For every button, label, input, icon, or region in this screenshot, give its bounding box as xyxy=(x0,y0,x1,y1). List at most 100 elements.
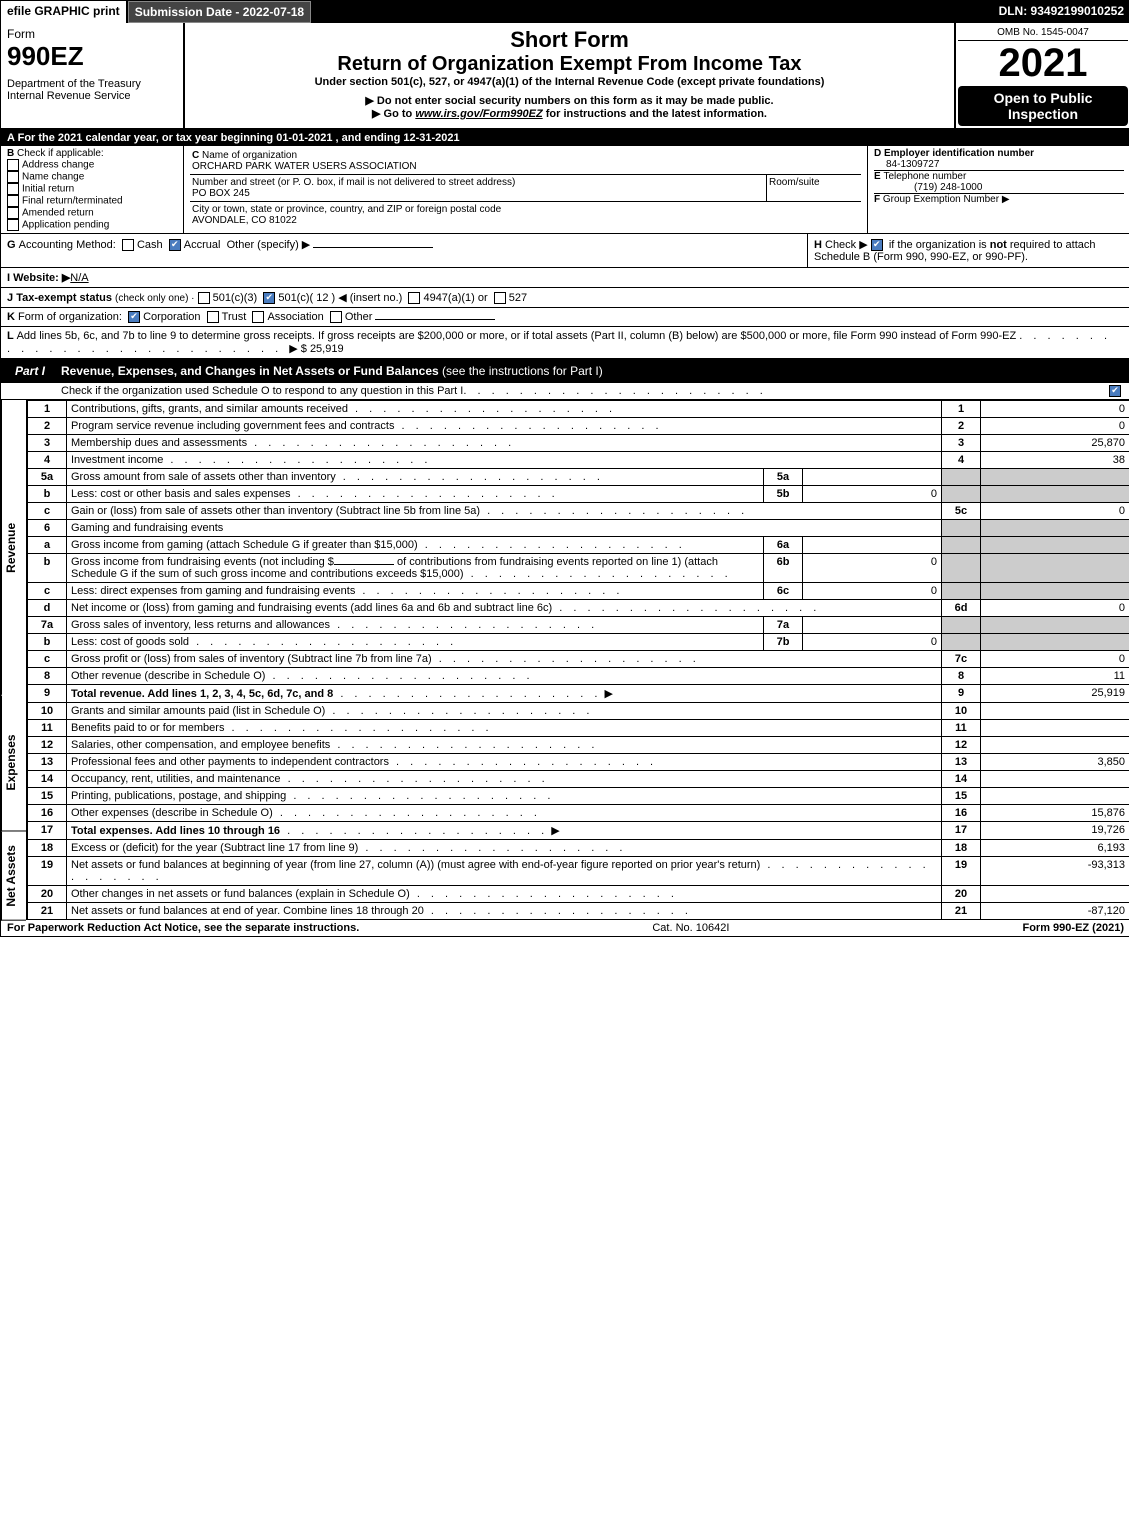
chk-h[interactable] xyxy=(871,239,883,251)
submission-date: Submission Date - 2022-07-18 xyxy=(128,1,311,23)
chk-app-pending[interactable] xyxy=(7,219,19,231)
g-other-line[interactable] xyxy=(313,247,433,248)
b-item-1: Name change xyxy=(22,172,84,183)
lines-table-wrap: 1 Contributions, gifts, grants, and simi… xyxy=(27,400,1129,920)
b-item-2: Initial return xyxy=(22,184,74,195)
short-form-title: Short Form xyxy=(191,27,948,53)
chk-part-i-o[interactable] xyxy=(1109,385,1121,397)
chk-corp[interactable] xyxy=(128,311,140,323)
line-6a: a Gross income from gaming (attach Sched… xyxy=(28,537,1129,554)
form-word: Form xyxy=(7,27,35,41)
chk-501c3[interactable] xyxy=(198,292,210,304)
f-label: Group Exemption Number xyxy=(883,194,999,205)
return-title: Return of Organization Exempt From Incom… xyxy=(191,53,948,76)
c-street-label: Number and street (or P. O. box, if mail… xyxy=(192,177,515,188)
bcd-block: B Check if applicable: Address change Na… xyxy=(1,146,1129,234)
chk-other[interactable] xyxy=(330,311,342,323)
vlabel-expenses: Expenses xyxy=(1,695,26,831)
e-label: Telephone number xyxy=(883,171,966,182)
line-20: 20 Other changes in net assets or fund b… xyxy=(28,886,1129,903)
g-accrual: Accrual xyxy=(184,239,221,251)
gh-row: G Accounting Method: Cash Accrual Other … xyxy=(1,234,1129,268)
org-name: ORCHARD PARK WATER USERS ASSOCIATION xyxy=(192,161,417,172)
line-14: 14 Occupancy, rent, utilities, and maint… xyxy=(28,771,1129,788)
phone-value: (719) 248-1000 xyxy=(874,182,982,193)
line-18: 18 Excess or (deficit) for the year (Sub… xyxy=(28,840,1129,857)
col-c: C Name of organization ORCHARD PARK WATE… xyxy=(184,146,868,233)
j-opt1: 501(c)(3) xyxy=(213,292,258,304)
line-8: 8 Other revenue (describe in Schedule O)… xyxy=(28,668,1129,685)
part-i-dots: . . . . . . . . . . . . . . . . . . . . … xyxy=(463,385,1109,397)
chk-assoc[interactable] xyxy=(252,311,264,323)
k-opt3: Other xyxy=(345,311,373,323)
col-b: B Check if applicable: Address change Na… xyxy=(1,146,184,233)
footer-right-pre: Form xyxy=(1022,922,1053,934)
chk-final-return[interactable] xyxy=(7,195,19,207)
b-item-5: Application pending xyxy=(22,220,109,231)
form-container: efile GRAPHIC print Submission Date - 20… xyxy=(0,0,1129,937)
j-label: Tax-exempt status xyxy=(16,292,112,304)
footer-right: Form 990-EZ (2021) xyxy=(1022,922,1124,934)
chk-name-change[interactable] xyxy=(7,171,19,183)
tax-year: 2021 xyxy=(958,41,1128,86)
part-i-title: Revenue, Expenses, and Changes in Net As… xyxy=(61,364,439,378)
k-opt1: Trust xyxy=(222,311,247,323)
b-label: Check if applicable: xyxy=(17,148,104,159)
part-i-header: Part I Revenue, Expenses, and Changes in… xyxy=(1,359,1129,383)
k-label: Form of organization: xyxy=(18,311,122,323)
dln-label: DLN: 93492199010252 xyxy=(993,1,1129,23)
g-label: Accounting Method: xyxy=(19,239,116,251)
k-opt0: Corporation xyxy=(143,311,200,323)
website-value: N/A xyxy=(70,272,88,284)
chk-address-change[interactable] xyxy=(7,159,19,171)
line-5c: c Gain or (loss) from sale of assets oth… xyxy=(28,503,1129,520)
warn-ssn: ▶ Do not enter social security numbers o… xyxy=(191,94,948,107)
line-13: 13 Professional fees and other payments … xyxy=(28,754,1129,771)
section-a-text: For the 2021 calendar year, or tax year … xyxy=(18,132,460,144)
line-9: 9 Total revenue. Add lines 1, 2, 3, 4, 5… xyxy=(28,685,1129,703)
part-i-check: Check if the organization used Schedule … xyxy=(1,383,1129,400)
i-label: Website: ▶ xyxy=(13,272,70,284)
j-opt3: 4947(a)(1) or xyxy=(423,292,487,304)
under-section: Under section 501(c), 527, or 4947(a)(1)… xyxy=(191,76,948,88)
efile-label[interactable]: efile GRAPHIC print xyxy=(1,1,128,23)
chk-initial-return[interactable] xyxy=(7,183,19,195)
page-footer: For Paperwork Reduction Act Notice, see … xyxy=(1,920,1129,936)
chk-501c[interactable] xyxy=(263,292,275,304)
chk-527[interactable] xyxy=(494,292,506,304)
line-7a: 7a Gross sales of inventory, less return… xyxy=(28,617,1129,634)
goto-pre: ▶ Go to xyxy=(372,108,415,120)
c-city-label: City or town, state or province, country… xyxy=(192,204,501,215)
goto-line: ▶ Go to www.irs.gov/Form990EZ for instru… xyxy=(191,107,948,120)
l-amount: $ 25,919 xyxy=(301,343,344,355)
k-other-line[interactable] xyxy=(375,319,495,320)
goto-post: for instructions and the latest informat… xyxy=(543,108,767,120)
line-19: 19 Net assets or fund balances at beginn… xyxy=(28,857,1129,886)
chk-trust[interactable] xyxy=(207,311,219,323)
chk-amended[interactable] xyxy=(7,207,19,219)
line-11: 11 Benefits paid to or for members . . .… xyxy=(28,720,1129,737)
org-city: AVONDALE, CO 81022 xyxy=(192,215,297,226)
j-row: J Tax-exempt status (check only one) · 5… xyxy=(1,288,1129,308)
line-6c: c Less: direct expenses from gaming and … xyxy=(28,583,1129,600)
line-16: 16 Other expenses (describe in Schedule … xyxy=(28,805,1129,822)
line-2: 2 Program service revenue including gove… xyxy=(28,418,1129,435)
room-label: Room/suite xyxy=(769,177,820,188)
line-5a: 5a Gross amount from sale of assets othe… xyxy=(28,469,1129,486)
chk-cash[interactable] xyxy=(122,239,134,251)
h-pre: Check ▶ xyxy=(825,239,868,251)
line-12: 12 Salaries, other compensation, and emp… xyxy=(28,737,1129,754)
goto-link[interactable]: www.irs.gov/Form990EZ xyxy=(415,108,542,120)
chk-accrual[interactable] xyxy=(169,239,181,251)
form-number: 990EZ xyxy=(7,41,177,72)
lines-table: 1 Contributions, gifts, grants, and simi… xyxy=(27,400,1129,920)
form-header: Form 990EZ Department of the Treasury In… xyxy=(1,23,1129,130)
chk-4947[interactable] xyxy=(408,292,420,304)
dept-label: Department of the Treasury Internal Reve… xyxy=(7,78,177,102)
col-def: D Employer identification number 84-1309… xyxy=(868,146,1129,233)
g-other: Other (specify) ▶ xyxy=(227,239,311,251)
line-7b: b Less: cost of goods sold . . . . . . .… xyxy=(28,634,1129,651)
line-21: 21 Net assets or fund balances at end of… xyxy=(28,903,1129,920)
footer-right-bold: 990-EZ xyxy=(1053,922,1089,934)
k-row: K Form of organization: Corporation Trus… xyxy=(1,308,1129,327)
